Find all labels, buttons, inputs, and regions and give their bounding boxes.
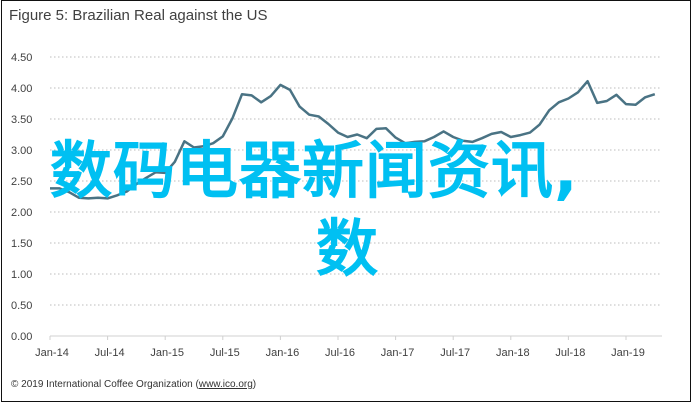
footer-text: © 2019 International Coffee Organization… [11,379,199,390]
overlay-text-line2: 数 [316,212,379,285]
x-tick-label: Jan-19 [611,347,645,359]
copyright-footer: © 2019 International Coffee Organization… [11,379,256,390]
y-tick-label: 0.00 [11,331,32,343]
x-tick-label: Jan-16 [266,347,300,359]
y-tick-label: 0.50 [11,300,32,312]
chart-title: Figure 5: Brazilian Real against the US [9,7,268,24]
y-tick-label: 1.50 [11,238,32,250]
y-tick-label: 2.50 [11,176,32,188]
overlay-text-line1: 数码电器新闻资讯, [50,134,579,207]
x-tick-label: Jul-18 [555,347,585,359]
y-tick-label: 1.00 [11,269,32,281]
x-tick-label: Jan-18 [496,347,530,359]
y-tick-label: 4.00 [11,83,32,95]
y-tick-label: 3.50 [11,114,32,126]
y-tick-label: 3.00 [11,145,32,157]
x-tick-label: Jan-17 [381,347,415,359]
x-tick-label: Jul-14 [95,347,125,359]
ico-link[interactable]: www.ico.org [198,379,253,390]
x-tick-label: Jul-17 [440,347,470,359]
x-tick-label: Jul-16 [325,347,355,359]
series-line [50,79,656,200]
footer-close: ) [252,379,257,390]
y-tick-label: 2.00 [11,207,32,219]
y-tick-label: 4.50 [11,52,32,64]
x-tick-label: Jul-15 [210,347,240,359]
x-tick-label: Jan-15 [150,347,184,359]
x-tick-label: Jan-14 [35,347,69,359]
